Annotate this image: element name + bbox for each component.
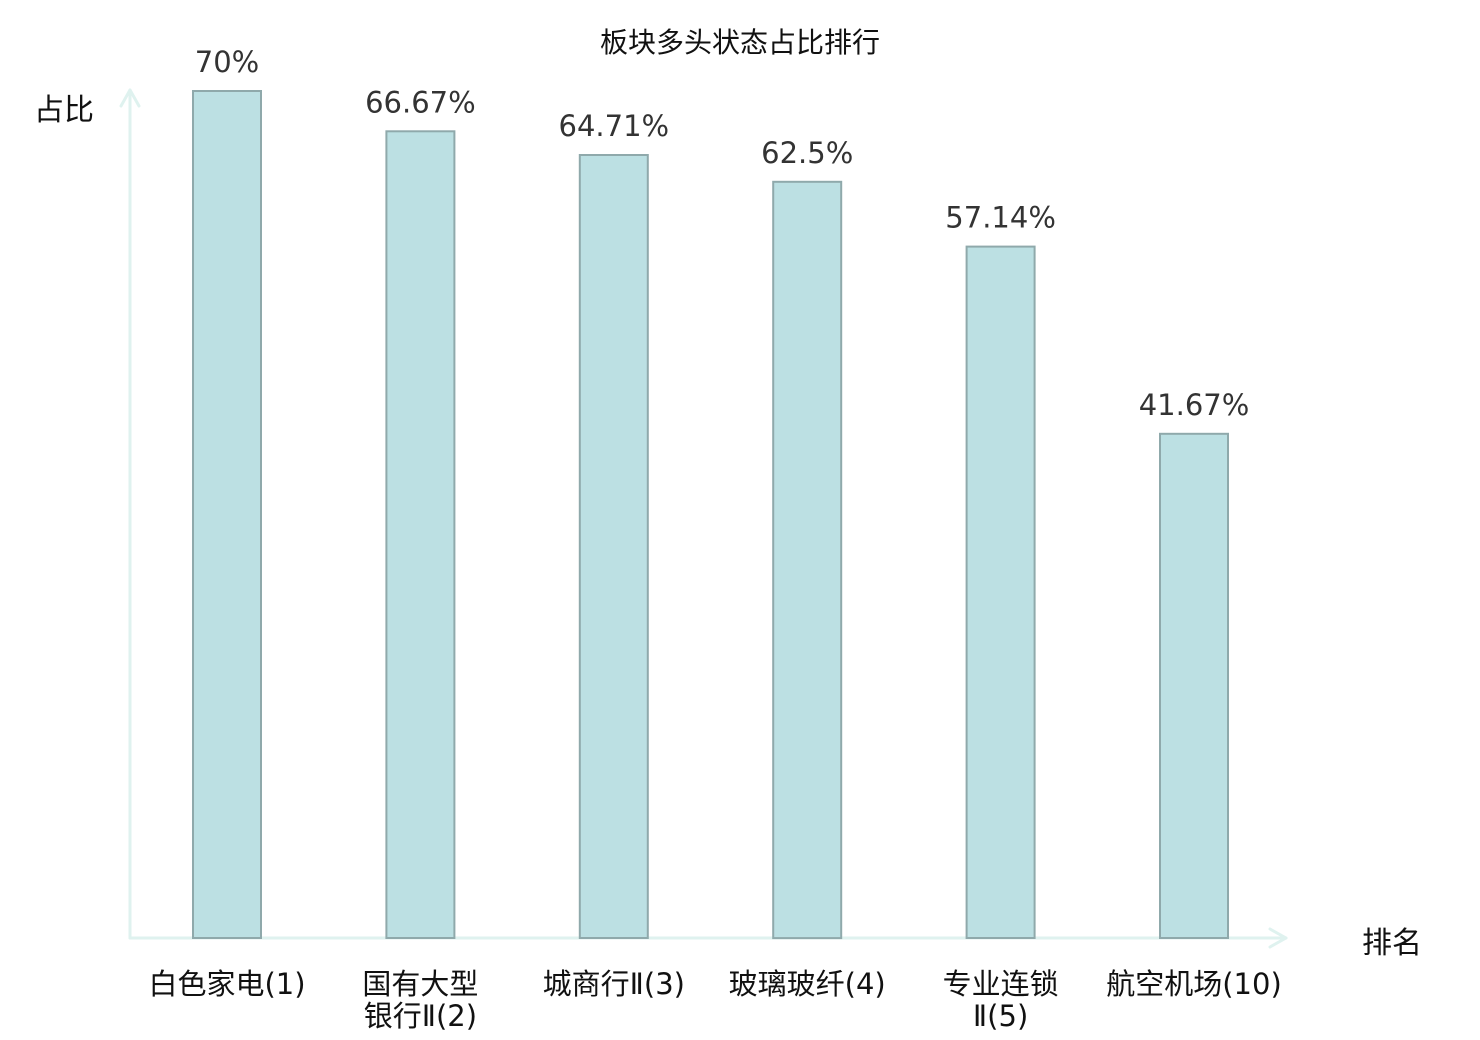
chart-title: 板块多头状态占比排行 xyxy=(600,26,880,59)
x-tick-label-1: 白色家电(1) xyxy=(148,967,305,1001)
value-label-3: 64.71% xyxy=(559,109,670,143)
bar-1 xyxy=(192,90,262,939)
value-label-6: 41.67% xyxy=(1139,388,1250,422)
axes xyxy=(119,88,1288,949)
x-axis-title: 排名 xyxy=(1362,926,1422,961)
y-axis-arrow xyxy=(119,88,141,108)
value-label-5: 57.14% xyxy=(945,201,1056,235)
x-tick-label-6: 航空机场(10) xyxy=(1106,967,1282,1001)
bar-2 xyxy=(385,130,456,940)
bar-5 xyxy=(965,245,1036,940)
x-tick-label-2-line-2: 银行Ⅱ(2) xyxy=(364,999,477,1033)
value-labels-group: 70% 66.67% 64.71% 62.5% 57.14% 41.67% xyxy=(195,45,1250,422)
x-tick-label-6-line-1: 航空机场(10) xyxy=(1106,967,1282,1001)
bars-group xyxy=(192,90,1229,940)
x-tick-label-5-line-1: 专业连锁 xyxy=(943,967,1059,1001)
x-axis-arrow xyxy=(1268,927,1288,949)
x-tick-label-5-line-2: Ⅱ(5) xyxy=(973,999,1028,1033)
value-label-4: 62.5% xyxy=(761,136,853,170)
x-tick-label-4: 玻璃玻纤(4) xyxy=(729,967,886,1001)
bar-4 xyxy=(772,180,843,940)
x-tick-labels-group: 白色家电(1) 国有大型银行Ⅱ(2) 城商行Ⅱ(3) 玻璃玻纤(4) 专业连锁 Ⅱ(5) 航… xyxy=(148,967,1281,1033)
bar-3 xyxy=(578,154,649,939)
value-label-2: 66.67% xyxy=(365,85,476,119)
x-tick-label-2-line-1: 国有大型 xyxy=(362,967,478,1001)
x-tick-label-3: 城商行Ⅱ(3) xyxy=(543,967,685,1001)
y-axis-title: 占比 xyxy=(34,93,94,128)
x-tick-label-2: 国有大型银行Ⅱ(2) xyxy=(362,967,478,1033)
x-tick-label-4-line-1: 玻璃玻纤(4) xyxy=(729,967,886,1001)
x-tick-label-1-line-1: 白色家电(1) xyxy=(148,967,305,1001)
x-tick-label-3-line-1: 城商行Ⅱ(3) xyxy=(543,967,685,1001)
x-tick-label-5: 专业连锁 Ⅱ(5) xyxy=(943,967,1059,1033)
bar-6 xyxy=(1159,432,1229,939)
value-label-1: 70% xyxy=(195,45,259,79)
